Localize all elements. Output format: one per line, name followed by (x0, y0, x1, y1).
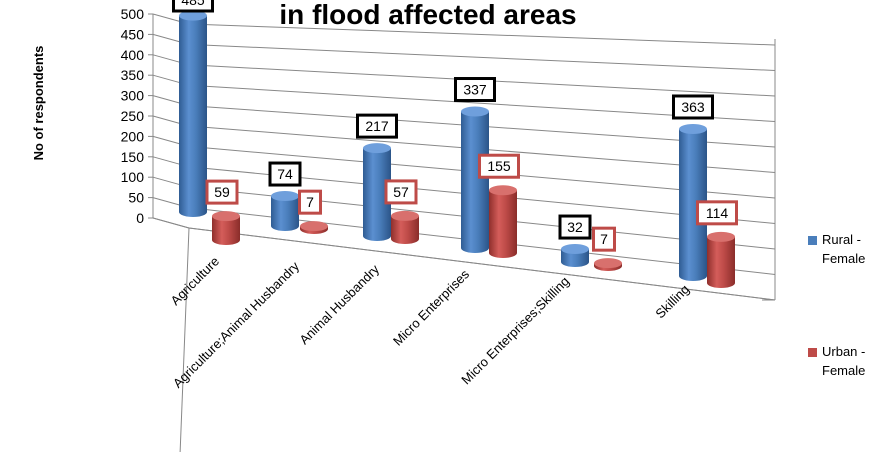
bar-rural-female-body (679, 128, 707, 281)
data-label-rural-female: 337 (463, 82, 487, 98)
data-label-urban-female: 7 (306, 194, 314, 210)
y-tick-label: 100 (121, 169, 145, 185)
data-label-rural-female: 74 (277, 166, 293, 182)
data-label-rural-female-box (172, 0, 214, 13)
category-label: Micro Enterprises;Skilling (458, 274, 572, 388)
data-label-urban-female: 59 (214, 184, 230, 200)
gridline (188, 227, 776, 301)
legend: Rural - Female Urban - Female (808, 232, 865, 378)
bar-urban-female (594, 258, 622, 271)
gridline (188, 43, 776, 71)
chart-title: in flood affected areas (279, 0, 576, 30)
gridline-side (152, 217, 190, 229)
bar-rural-female-body (179, 15, 207, 218)
bar-urban-female-cap (391, 210, 419, 221)
data-label-urban-female-box (592, 226, 616, 252)
bar-rural-female-body (271, 196, 299, 231)
bar-rural-female-cap (679, 123, 707, 134)
data-label-urban-female-box (205, 179, 239, 205)
y-tick-labels: 0 50 100 150 200 250 300 350 400 450 500 (121, 6, 145, 226)
bar-urban-female-cap (594, 258, 622, 269)
bar-rural-female-body (561, 249, 589, 267)
y-tick-label: 0 (136, 210, 144, 226)
data-label-urban-female: 155 (487, 158, 511, 174)
data-label-rural-female-box (558, 214, 592, 240)
data-label-rural-female-box (672, 94, 714, 120)
legend-swatch (808, 236, 817, 245)
y-tick-label: 250 (121, 108, 145, 124)
category-label: Micro Enterprises (390, 266, 472, 348)
bar-rural-female-body (461, 111, 489, 253)
data-label-rural-female-box (356, 113, 398, 139)
data-label-urban-female: 57 (393, 184, 409, 200)
bar-urban-female (300, 221, 328, 234)
bar-rural-female (679, 123, 707, 281)
bar-rural-female-cap (271, 191, 299, 202)
y-tick-label: 300 (121, 88, 145, 104)
data-label-urban-female-box (384, 179, 418, 205)
bar-urban-female (391, 210, 419, 244)
bar-rural-female (561, 244, 589, 267)
legend-label: Female (822, 251, 865, 266)
data-label-rural-female: 363 (681, 99, 705, 115)
data-label-urban-female-box (478, 153, 520, 179)
bar-urban-female (212, 211, 240, 245)
data-label-rural-female: 485 (181, 0, 205, 8)
bar-urban-female-cap (212, 211, 240, 222)
legend-label: Female (822, 363, 865, 378)
bar-rural-female-cap (461, 106, 489, 117)
data-label-rural-female-box (454, 77, 496, 103)
data-label-urban-female: 7 (600, 231, 608, 247)
legend-swatch (808, 348, 817, 357)
bar-rural-female (271, 191, 299, 231)
data-labels: 485 59 74 7 217 57 337 155 32 7 363 114 (172, 0, 738, 252)
bar-urban-female-body (489, 190, 517, 258)
bar-rural-female-cap (363, 143, 391, 154)
y-tick-label: 350 (121, 67, 145, 83)
data-label-rural-female-box (268, 161, 302, 187)
bar-rural-female (461, 106, 489, 253)
data-label-rural-female: 217 (365, 118, 389, 134)
bar-urban-female-body (391, 215, 419, 244)
data-label-urban-female-box (298, 189, 322, 215)
y-tick-label: 500 (121, 6, 145, 22)
category-label: Agriculture (168, 254, 223, 309)
bar-urban-female-body (707, 236, 735, 288)
legend-label: Rural - (822, 232, 861, 247)
gridline (188, 23, 776, 46)
bars (179, 10, 735, 288)
data-label-urban-female: 114 (706, 205, 729, 221)
y-axis-label: No of respondents (31, 46, 46, 161)
bar-rural-female-cap (561, 244, 589, 255)
y-tick-label: 400 (121, 47, 145, 63)
category-label: Animal Husbandry (296, 261, 382, 347)
data-label-rural-female: 32 (567, 219, 583, 235)
legend-label: Urban - (822, 344, 865, 359)
y-tick-label: 50 (128, 190, 144, 206)
bar-urban-female-body (212, 216, 240, 245)
bar-urban-female-cap (707, 231, 735, 242)
bar-urban-female (489, 185, 517, 258)
y-tick-label: 200 (121, 128, 145, 144)
bar-urban-female (707, 231, 735, 288)
y-tick-label: 450 (121, 26, 145, 42)
data-label-urban-female-box (696, 200, 738, 226)
bar-rural-female (363, 143, 391, 241)
bar-urban-female-cap (300, 221, 328, 232)
bar-rural-female-cap (179, 10, 207, 21)
bar-rural-female (179, 10, 207, 218)
bar-rural-female-body (363, 148, 391, 241)
bar-urban-female-cap (489, 185, 517, 196)
y-tick-label: 150 (121, 149, 145, 165)
